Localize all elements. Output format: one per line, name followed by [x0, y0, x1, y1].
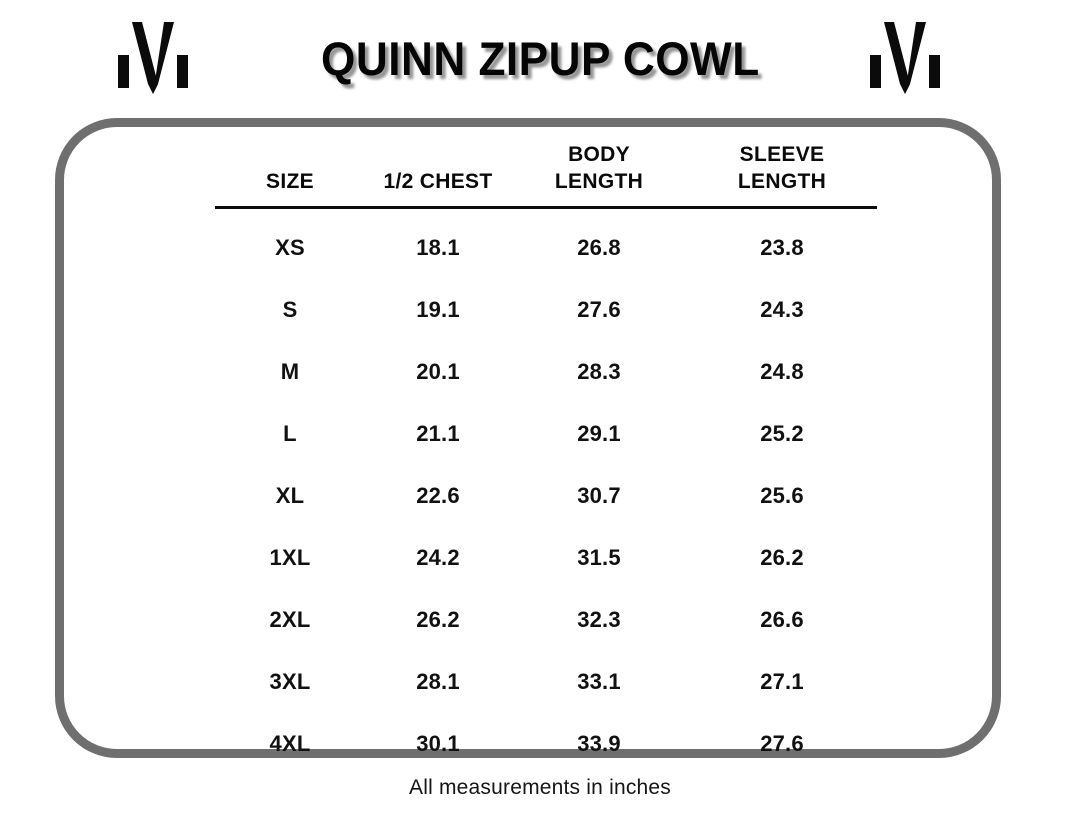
cell-sleeve-length: 24.8	[760, 359, 804, 384]
cell-sleeve-length: 23.8	[760, 235, 804, 260]
cell-half-chest: 20.1	[416, 359, 460, 384]
size-table-head: SIZE 1/2 CHEST BODY LENGTH SLEEVE LENGTH	[215, 138, 877, 209]
cell-body-length: 32.3	[577, 607, 621, 632]
cell-sleeve-length: 27.6	[760, 731, 804, 756]
cell-size: 1XL	[269, 545, 311, 570]
cell-sleeve-length: 27.1	[760, 669, 804, 694]
cell-body-length: 30.7	[577, 483, 621, 508]
measurements-note: All measurements in inches	[409, 776, 671, 799]
column-header-body-length-line2: LENGTH	[554, 170, 644, 194]
cell-half-chest: 19.1	[416, 297, 460, 322]
table-row: 3XL 28.1 33.1 27.1	[215, 651, 877, 713]
cell-size: M	[280, 359, 300, 384]
cell-body-length: 28.3	[577, 359, 621, 384]
cell-body-length: 33.1	[577, 669, 621, 694]
cell-sleeve-length: 25.2	[760, 421, 804, 446]
cell-sleeve-length: 26.2	[760, 545, 804, 570]
table-row: 4XL 30.1 33.9 27.6	[215, 713, 877, 775]
chart-header: QUINN ZIPUP COWL	[0, 0, 1080, 112]
cell-size: L	[283, 421, 297, 446]
cell-body-length: 29.1	[577, 421, 621, 446]
cell-half-chest: 30.1	[416, 731, 460, 756]
cell-sleeve-length: 26.6	[760, 607, 804, 632]
column-header-sleeve-length-line1: SLEEVE	[739, 143, 825, 167]
cell-half-chest: 28.1	[416, 669, 460, 694]
column-header-sleeve-length-line2: LENGTH	[737, 170, 827, 194]
cell-body-length: 31.5	[577, 545, 621, 570]
column-header-size-line1: SIZE	[266, 170, 314, 194]
table-row: S 19.1 27.6 24.3	[215, 279, 877, 341]
cell-size: 4XL	[269, 731, 311, 756]
cell-half-chest: 24.2	[416, 545, 460, 570]
column-header-size: SIZE	[215, 138, 365, 209]
column-header-body-length-line1: BODY	[568, 143, 630, 167]
cell-sleeve-length: 24.3	[760, 297, 804, 322]
column-header-sleeve-length: SLEEVE LENGTH	[687, 138, 877, 209]
cell-size: 3XL	[269, 669, 311, 694]
table-row: 1XL 24.2 31.5 26.2	[215, 527, 877, 589]
cell-body-length: 33.9	[577, 731, 621, 756]
brand-logo-m-icon-right	[862, 22, 948, 94]
size-table: SIZE 1/2 CHEST BODY LENGTH SLEEVE LENGTH	[215, 138, 877, 775]
cell-half-chest: 21.1	[416, 421, 460, 446]
table-row: XL 22.6 30.7 25.6	[215, 465, 877, 527]
size-table-body: XS 18.1 26.8 23.8 S 19.1 27.6 24.3 M 20.…	[215, 208, 877, 776]
cell-body-length: 27.6	[577, 297, 621, 322]
cell-size: S	[282, 297, 298, 322]
column-header-half-chest-line1: 1/2 CHEST	[383, 170, 493, 194]
cell-half-chest: 26.2	[416, 607, 460, 632]
cell-size: XL	[275, 483, 305, 508]
brand-logo-m-icon-left	[110, 22, 196, 94]
cell-sleeve-length: 25.6	[760, 483, 804, 508]
table-row: L 21.1 29.1 25.2	[215, 403, 877, 465]
chart-frame-border	[55, 118, 1001, 758]
cell-size: XS	[275, 235, 305, 260]
cell-half-chest: 18.1	[416, 235, 460, 260]
table-row: XS 18.1 26.8 23.8	[215, 208, 877, 280]
size-table-container: SIZE 1/2 CHEST BODY LENGTH SLEEVE LENGTH	[215, 138, 877, 775]
cell-half-chest: 22.6	[416, 483, 460, 508]
table-row: 2XL 26.2 32.3 26.6	[215, 589, 877, 651]
table-row: M 20.1 28.3 24.8	[215, 341, 877, 403]
page-title: QUINN ZIPUP COWL	[320, 31, 760, 85]
cell-size: 2XL	[269, 607, 311, 632]
column-header-body-length: BODY LENGTH	[511, 138, 687, 209]
column-header-half-chest: 1/2 CHEST	[365, 138, 511, 209]
cell-body-length: 26.8	[577, 235, 621, 260]
table-header-row: SIZE 1/2 CHEST BODY LENGTH SLEEVE LENGTH	[215, 138, 877, 209]
